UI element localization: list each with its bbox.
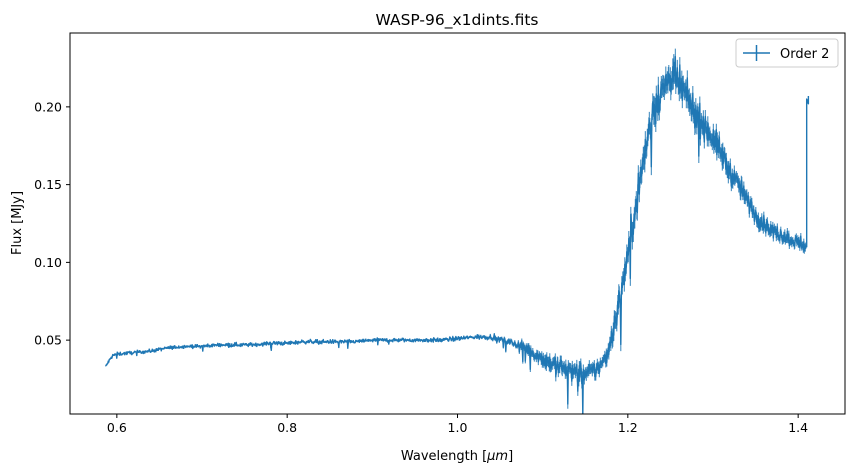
legend-box (735, 38, 839, 68)
x-axis-label-prefix: Wavelength [ (401, 449, 487, 464)
y-tick-label: 0.20 (34, 99, 62, 114)
x-tick-label: 1.4 (788, 420, 808, 435)
x-tick-label: 1.2 (618, 420, 638, 435)
x-tick-label: 0.6 (107, 420, 127, 435)
x-axis: 0.6 0.8 1.0 1.2 1.4 (107, 414, 808, 435)
y-axis-label: Flux [MJy] (10, 191, 25, 255)
series-group (105, 48, 810, 414)
x-axis-label-unit: μm (486, 449, 508, 464)
x-tick-label: 1.0 (448, 420, 468, 435)
legend-label-order-2: Order 2 (780, 47, 829, 62)
y-tick-label: 0.10 (34, 255, 62, 270)
series-line-order-2 (105, 56, 810, 414)
x-tick-label: 0.8 (277, 420, 297, 435)
x-axis-label-suffix: ] (508, 449, 513, 464)
y-axis: 0.05 0.10 0.15 0.20 (34, 99, 70, 348)
chart-title: WASP-96_x1dints.fits (376, 11, 539, 30)
y-tick-label: 0.05 (34, 333, 62, 348)
x-axis-label: Wavelength [μm] (401, 449, 513, 464)
legend: Order 2 (735, 38, 839, 68)
y-tick-label: 0.15 (34, 177, 62, 192)
